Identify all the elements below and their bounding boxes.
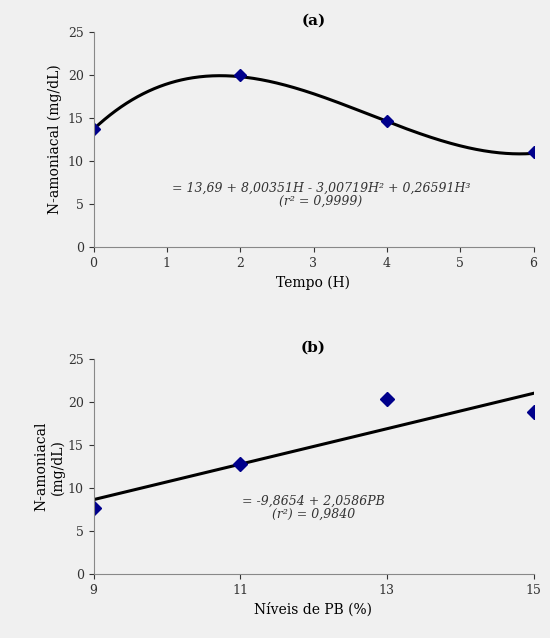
Title: (a): (a) — [301, 14, 326, 28]
X-axis label: Tempo (H): Tempo (H) — [277, 276, 350, 290]
Text: = 13,69 + 8,00351H - 3,00719H² + 0,26591H³: = 13,69 + 8,00351H - 3,00719H² + 0,26591… — [172, 182, 470, 195]
Title: (b): (b) — [301, 341, 326, 355]
Y-axis label: N-amoniacal
(mg/dL): N-amoniacal (mg/dL) — [34, 422, 65, 511]
Text: = -9,8654 + 2,0586PB: = -9,8654 + 2,0586PB — [242, 494, 385, 508]
Text: (r²) = 0,9840: (r²) = 0,9840 — [272, 507, 355, 521]
Y-axis label: N-amoniacal (mg/dL): N-amoniacal (mg/dL) — [48, 64, 62, 214]
Text: (r² = 0,9999): (r² = 0,9999) — [279, 195, 362, 208]
X-axis label: Níveis de PB (%): Níveis de PB (%) — [255, 602, 372, 617]
